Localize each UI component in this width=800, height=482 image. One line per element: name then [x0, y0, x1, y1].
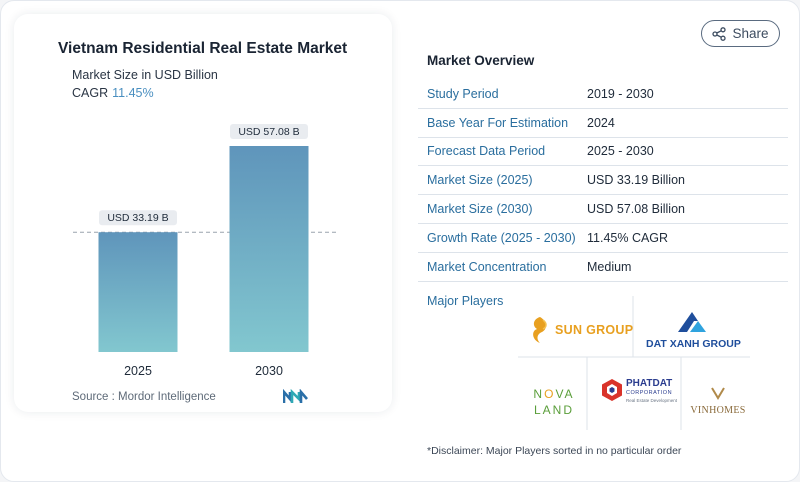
overview-row: Forecast Data Period 2025 - 2030 — [418, 138, 788, 167]
phat-dat-subtext: CORPORATION — [626, 390, 673, 396]
share-icon — [712, 26, 727, 41]
vinhomes-v-icon — [711, 387, 725, 400]
cagr-label: CAGR — [72, 86, 109, 100]
nova-land-top: NOVA — [529, 387, 579, 401]
phat-dat-logo: PHATDAT CORPORATION Real Estate Developm… — [601, 375, 678, 411]
overview-label: Study Period — [427, 86, 499, 101]
nova-land-bottom: LAND — [533, 403, 574, 417]
overview-value: Medium — [587, 259, 632, 274]
share-button[interactable]: Share — [701, 20, 780, 47]
data-label: USD 33.19 B — [107, 212, 168, 224]
dat-xanh-group-logo: DAT XANH GROUP — [646, 310, 746, 352]
chart-subtitle: Market Size in USD Billion — [72, 68, 218, 82]
overview-table: Study Period 2019 - 2030 Base Year For Es… — [418, 80, 788, 282]
overview-title: Market Overview — [427, 53, 535, 68]
vinhomes-text: VINHOMES — [690, 405, 746, 416]
overview-label: Growth Rate (2025 - 2030) — [427, 230, 576, 245]
overview-label: Market Size (2030) — [427, 202, 533, 217]
share-label: Share — [732, 26, 769, 41]
phat-dat-text: PHATDAT — [626, 378, 673, 389]
mordor-intelligence-logo-icon — [283, 389, 308, 403]
nova-o: O — [544, 387, 556, 401]
overview-value: 2024 — [587, 115, 615, 130]
overview-row: Market Size (2025) USD 33.19 Billion — [418, 166, 788, 196]
nova-va: VA — [555, 387, 575, 401]
bar-2030 — [229, 146, 309, 352]
disclaimer-text: *Disclaimer: Major Players sorted in no … — [427, 445, 682, 457]
overview-value: 2025 - 2030 — [587, 144, 654, 159]
overview-row: Market Size (2030) USD 57.08 Billion — [418, 195, 788, 224]
data-label: USD 57.08 B — [238, 126, 299, 138]
overview-row: Market Concentration Medium — [418, 253, 788, 282]
bar-chart: USD 33.19 B 2025 USD 57.08 B 2030 — [73, 124, 337, 378]
overview-value: USD 33.19 Billion — [587, 173, 685, 188]
nova-n: N — [533, 387, 545, 401]
chart-title: Vietnam Residential Real Estate Market — [58, 40, 348, 57]
data-label-bg — [99, 210, 177, 226]
overview-label: Market Concentration — [427, 259, 547, 274]
chart-card — [14, 14, 392, 412]
overview-label: Market Size (2025) — [427, 173, 533, 188]
phat-dat-tagline: Real Estate Development — [626, 398, 678, 403]
major-players-label: Major Players — [427, 294, 504, 308]
sun-group-text: SUN GROUP — [555, 323, 634, 337]
sun-group-sun-icon — [533, 317, 547, 343]
vinhomes-logo: VINHOMES — [688, 386, 748, 418]
cagr-row: CAGR 11.45% — [72, 86, 154, 100]
overview-value: 11.45% CAGR — [587, 230, 669, 245]
nova-land-logo: NOVA LAND — [529, 387, 579, 419]
overview-row: Base Year For Estimation 2024 — [418, 109, 788, 138]
dat-xanh-mountain-icon — [678, 312, 706, 332]
overview-row: Study Period 2019 - 2030 — [418, 80, 788, 109]
x-tick-label: 2025 — [124, 364, 152, 378]
dat-xanh-text: DAT XANH GROUP — [646, 338, 741, 350]
sun-group-logo: SUN GROUP — [529, 316, 633, 346]
overview-label: Base Year For Estimation — [427, 115, 569, 130]
x-tick-label: 2030 — [255, 364, 283, 378]
phat-dat-hex-icon — [602, 379, 622, 401]
overview-row: Growth Rate (2025 - 2030) 11.45% CAGR — [418, 224, 788, 253]
overview-label: Forecast Data Period — [427, 144, 546, 159]
source-text: Source : Mordor Intelligence — [72, 391, 216, 403]
bar-2025 — [98, 232, 178, 352]
overview-value: 2019 - 2030 — [587, 86, 654, 101]
cagr-value: 11.45% — [112, 86, 154, 100]
overview-value: USD 57.08 Billion — [587, 202, 685, 217]
data-label-bg — [230, 124, 308, 139]
